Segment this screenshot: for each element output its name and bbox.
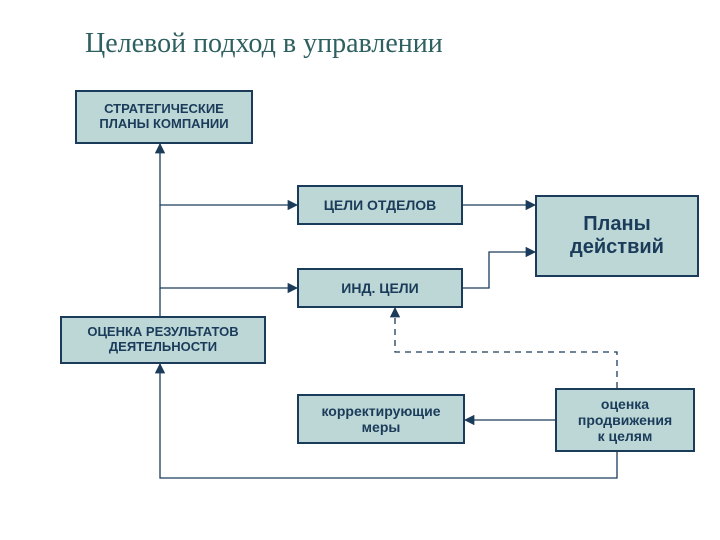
node-plans-label: Планы действий bbox=[570, 213, 664, 259]
node-results: ОЦЕНКА РЕЗУЛЬТАТОВ ДЕЯТЕЛЬНОСТИ bbox=[60, 316, 266, 364]
node-results-label: ОЦЕНКА РЕЗУЛЬТАТОВ ДЕЯТЕЛЬНОСТИ bbox=[87, 325, 238, 355]
node-progress-label: оценка продвижения к целям bbox=[578, 396, 672, 444]
node-measures: корректирующие меры bbox=[297, 394, 465, 444]
node-plans: Планы действий bbox=[535, 195, 699, 277]
node-progress: оценка продвижения к целям bbox=[555, 388, 695, 452]
node-dept-goals-label: ЦЕЛИ ОТДЕЛОВ bbox=[324, 197, 437, 213]
node-ind-goals: ИНД. ЦЕЛИ bbox=[297, 268, 463, 308]
node-strategic-label: СТРАТЕГИЧЕСКИЕ ПЛАНЫ КОМПАНИИ bbox=[99, 102, 228, 132]
node-ind-goals-label: ИНД. ЦЕЛИ bbox=[341, 280, 418, 296]
page-title: Целевой подход в управлении bbox=[85, 28, 443, 60]
node-strategic: СТРАТЕГИЧЕСКИЕ ПЛАНЫ КОМПАНИИ bbox=[75, 90, 253, 144]
node-dept-goals: ЦЕЛИ ОТДЕЛОВ bbox=[297, 185, 463, 225]
node-measures-label: корректирующие меры bbox=[321, 403, 440, 435]
